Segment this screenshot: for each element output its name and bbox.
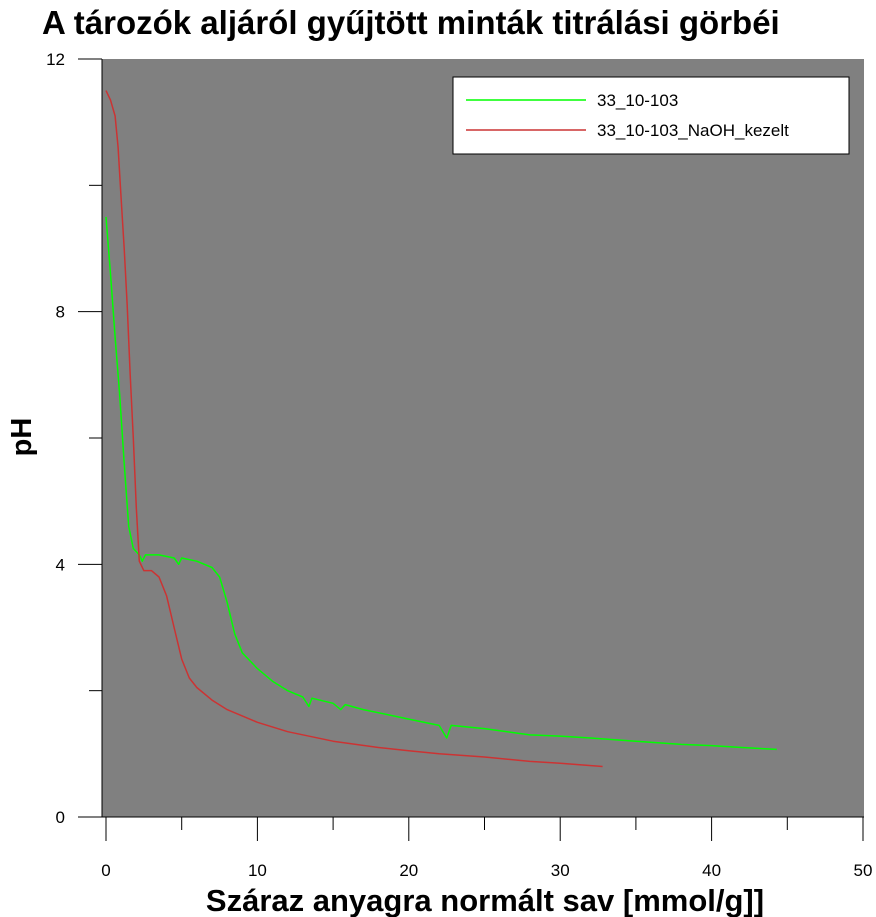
plot-area bbox=[102, 59, 864, 817]
y-tick-label: 4 bbox=[56, 555, 65, 574]
x-axis-title: Száraz anyagra normált sav [mmol/g]] bbox=[206, 883, 764, 917]
legend-label-2: 33_10-103_NaOH_kezelt bbox=[597, 121, 789, 140]
y-tick-label: 12 bbox=[46, 50, 65, 69]
x-tick-label: 0 bbox=[101, 861, 110, 880]
y-tick-label: 0 bbox=[56, 808, 65, 827]
legend-label-1: 33_10-103 bbox=[597, 91, 678, 110]
series-line-2 bbox=[105, 90, 603, 768]
chart-title: A tározók aljáról gyűjtött minták titrál… bbox=[42, 4, 780, 41]
y-axis-title: pH bbox=[6, 418, 38, 457]
legend-box bbox=[452, 76, 850, 155]
series-lines bbox=[105, 90, 777, 768]
legend: 33_10-103 33_10-103_NaOH_kezelt bbox=[452, 76, 850, 155]
axis-ticks: 0 10 20 30 40 50 0 4 8 12 bbox=[46, 50, 872, 880]
x-tick-label: 10 bbox=[248, 861, 267, 880]
y-tick-label: 8 bbox=[56, 303, 65, 322]
x-tick-label: 30 bbox=[551, 861, 570, 880]
x-tick-label: 50 bbox=[854, 861, 873, 880]
x-tick-label: 40 bbox=[702, 861, 721, 880]
x-tick-label: 20 bbox=[399, 861, 418, 880]
